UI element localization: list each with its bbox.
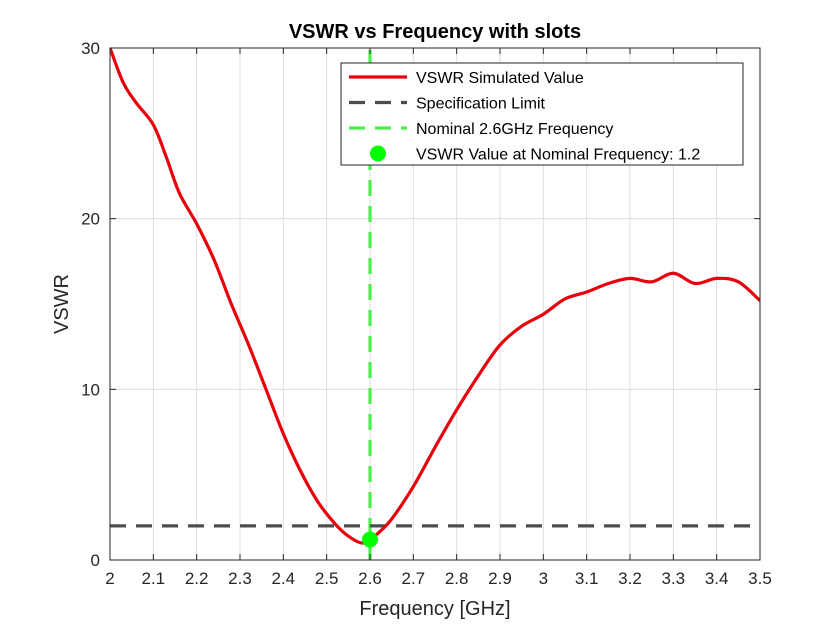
x-tick-label: 3.2 [618,569,642,588]
x-tick-label: 2.4 [272,569,296,588]
y-axis-ticks: 0 10 20 30 [81,39,760,570]
x-axis-ticks: 2 2.1 2.2 2.3 2.4 2.5 2.6 2.7 2.8 2.9 3 3.1 3.2 3.3 3.… [105,48,772,588]
x-tick-label: 2.8 [445,569,469,588]
nominal-frequency-marker [362,531,378,548]
axes-box [109,47,761,561]
x-tick-label: 2.5 [315,569,339,588]
x-tick-label: 2 [105,569,114,588]
legend: VSWR Simulated Value Specification Limit N… [340,62,744,166]
x-tick-label: 2.1 [142,569,166,588]
y-tick-label: 30 [81,39,100,58]
legend-entry-label: VSWR Simulated Value [416,70,584,87]
legend-entry-label: Specification Limit [416,96,546,113]
y-axis-label: VSWR [51,274,73,334]
legend-box [340,62,744,166]
x-tick-label: 3.1 [575,569,599,588]
legend-entry-label: Nominal 2.6GHz Frequency [416,121,613,138]
chart-title: VSWR vs Frequency with slots [289,21,581,43]
x-tick-label: 3.3 [662,569,686,588]
vswr-simulated-line [110,48,760,545]
y-tick-label: 0 [91,551,100,570]
x-tick-label: 2.9 [488,569,512,588]
x-tick-label: 3.5 [748,569,772,588]
x-tick-label: 2.3 [228,569,252,588]
x-tick-label: 3.4 [705,569,729,588]
x-tick-label: 2.7 [402,569,426,588]
legend-swatch-marker [370,145,386,162]
x-axis-label: Frequency [GHz] [359,598,510,620]
y-tick-label: 20 [81,210,100,229]
x-tick-label: 2.6 [358,569,382,588]
x-tick-label: 3 [539,569,548,588]
legend-entry-label: VSWR Value at Nominal Frequency: 1.2 [416,147,700,164]
y-tick-label: 10 [81,380,100,399]
x-tick-label: 2.2 [185,569,209,588]
